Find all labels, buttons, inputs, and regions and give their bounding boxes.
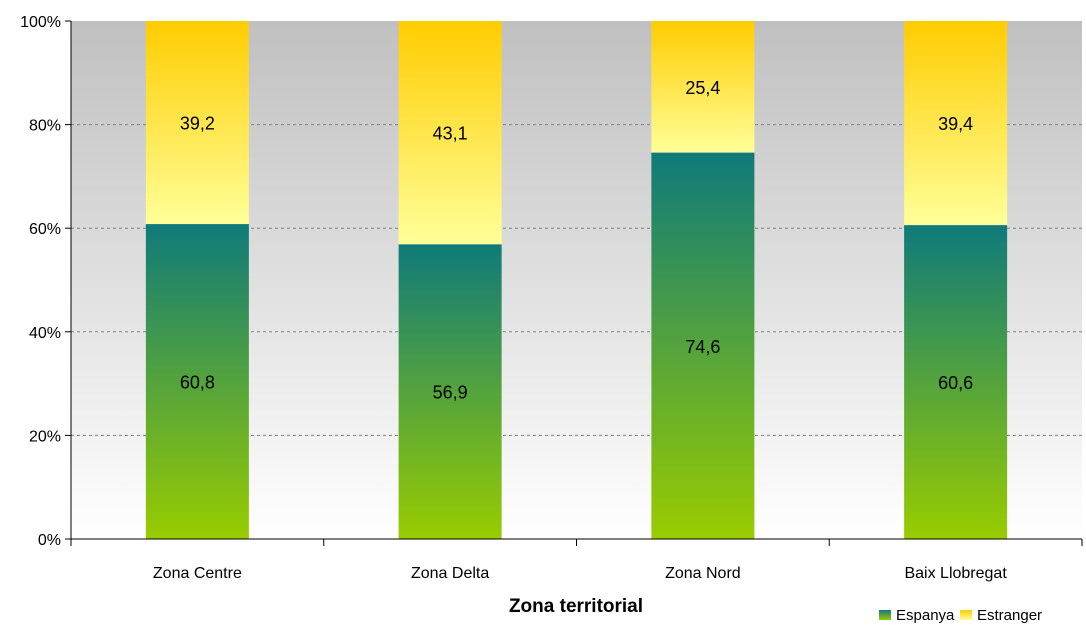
bar-espanya bbox=[904, 225, 1008, 540]
y-tick-label: 60% bbox=[29, 221, 61, 238]
data-label: 25,4 bbox=[685, 78, 720, 98]
x-tick-labels: Zona Centre Zona Delta Zona Nord Baix Llobr… bbox=[153, 565, 1007, 582]
x-tick-label: Zona Delta bbox=[411, 565, 489, 582]
x-tick-label: Baix Llobregat bbox=[904, 565, 1007, 582]
bar-estranger bbox=[651, 21, 755, 153]
y-tick-label: 20% bbox=[29, 428, 61, 445]
bar-espanya bbox=[651, 152, 755, 539]
axes bbox=[65, 20, 1083, 546]
x-axis-title: Zona territorial bbox=[509, 596, 643, 617]
data-label: 39,2 bbox=[180, 114, 215, 134]
data-label: 60,6 bbox=[938, 373, 973, 393]
data-label: 60,8 bbox=[180, 373, 215, 393]
x-tick-label: Zona Nord bbox=[665, 565, 741, 582]
data-label: 43,1 bbox=[433, 124, 468, 144]
x-tick-label: Zona Centre bbox=[153, 565, 242, 582]
legend-swatch-estranger bbox=[960, 610, 972, 620]
y-tick-label: 80% bbox=[29, 118, 61, 135]
bar-estranger bbox=[398, 21, 502, 245]
data-label: 74,6 bbox=[685, 337, 720, 357]
y-tick-label: 40% bbox=[29, 325, 61, 342]
legend-label-espanya: Espanya bbox=[896, 607, 955, 624]
bar-espanya bbox=[398, 244, 502, 539]
data-label: 56,9 bbox=[433, 383, 468, 403]
legend-label-estranger: Estranger bbox=[977, 607, 1042, 624]
legend: Espanya Estranger bbox=[879, 607, 1042, 624]
bar-estranger bbox=[904, 21, 1008, 226]
y-tick-labels: 0% 20% 40% 60% 80% 100% bbox=[20, 14, 61, 549]
y-tick-label: 100% bbox=[20, 14, 61, 31]
bar-estranger bbox=[145, 21, 249, 225]
bars bbox=[145, 21, 1008, 540]
legend-swatch-espanya bbox=[879, 610, 891, 620]
data-labels: 60,8 39,2 56,9 43,1 74,6 25,4 60,6 39,4 bbox=[180, 78, 973, 403]
y-tick-label: 0% bbox=[38, 532, 61, 549]
data-label: 39,4 bbox=[938, 114, 973, 134]
bar-espanya bbox=[145, 224, 249, 539]
